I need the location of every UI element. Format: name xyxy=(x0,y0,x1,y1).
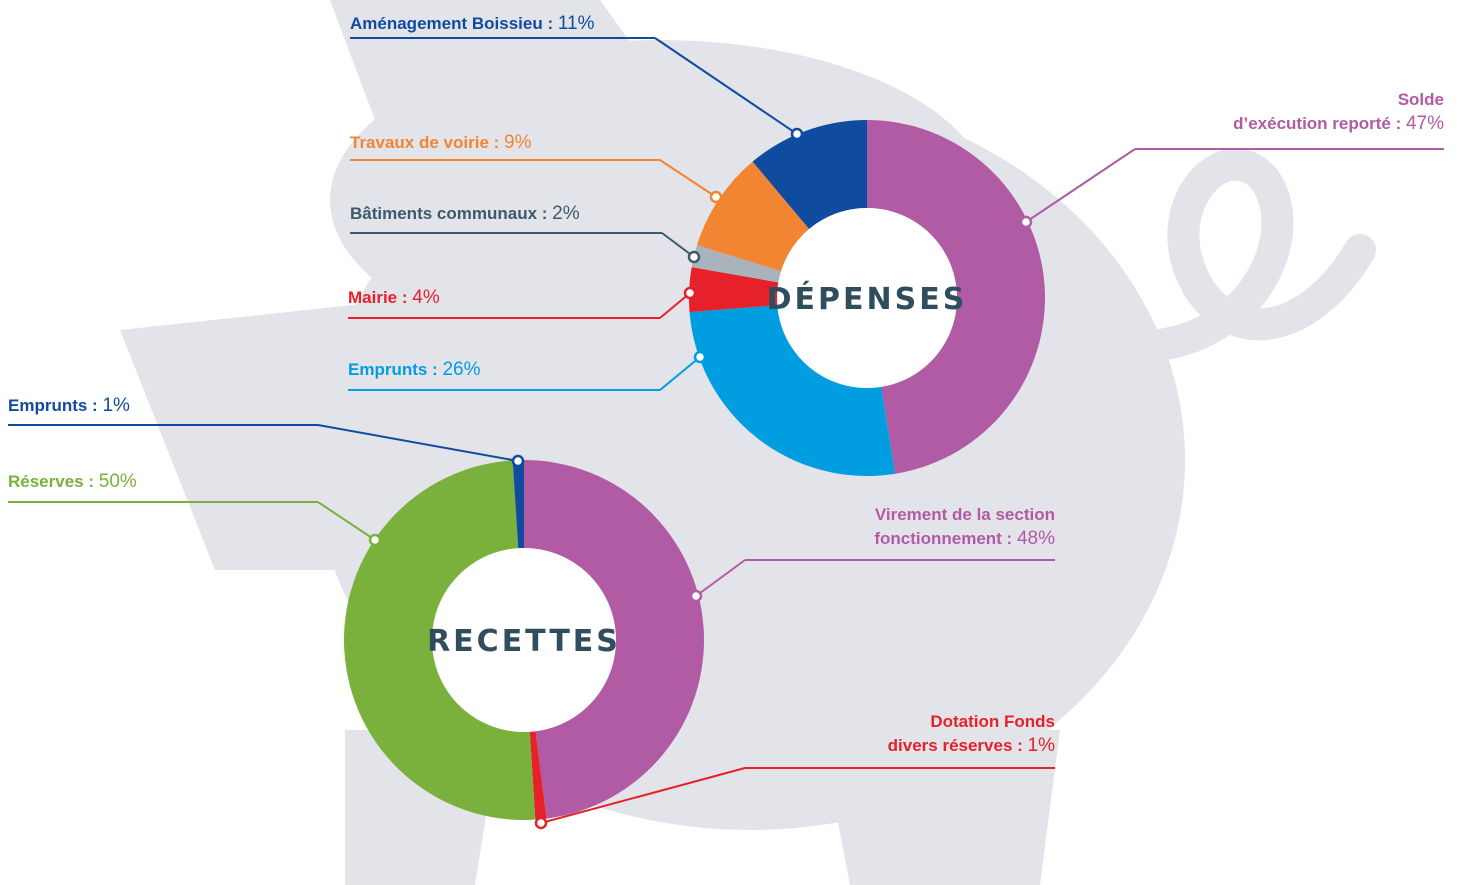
slice-label: Emprunts : 1% xyxy=(8,394,130,418)
category-label: Emprunts : xyxy=(348,360,438,379)
leader-dot xyxy=(792,129,802,139)
value-label: 11% xyxy=(558,13,595,34)
category-label: Mairie : xyxy=(348,288,408,307)
leader-dot xyxy=(536,818,546,828)
category-label: Bâtiments communaux : xyxy=(350,204,547,223)
slice-label: Virement de la section fonctionnement : … xyxy=(874,503,1055,551)
leader-dot xyxy=(711,192,721,202)
value-label: 48% xyxy=(1017,528,1055,549)
value-label: 1% xyxy=(102,395,129,416)
value-label: 1% xyxy=(1028,735,1055,756)
donut-title: DÉPENSES xyxy=(767,281,968,317)
slice-label: Solde d’exécution reporté : 47% xyxy=(1233,88,1444,136)
category-label: Réserves : xyxy=(8,472,94,491)
category-label: Emprunts : xyxy=(8,396,98,415)
slice-label: Emprunts : 26% xyxy=(348,358,481,382)
donut-title: RECETTES xyxy=(427,624,621,659)
leader-dot xyxy=(513,456,523,466)
category-label: Travaux de voirie : xyxy=(350,133,499,152)
leader-dot xyxy=(1021,217,1031,227)
value-label: 9% xyxy=(504,132,531,153)
leader-dot xyxy=(691,591,701,601)
slice-label: Travaux de voirie : 9% xyxy=(350,131,532,155)
value-label: 50% xyxy=(99,471,137,492)
slice-label: Aménagement Boissieu : 11% xyxy=(350,12,594,36)
category-label: Aménagement Boissieu : xyxy=(350,14,553,33)
leader-dot xyxy=(695,352,705,362)
leader-dot xyxy=(689,252,699,262)
leader-dot xyxy=(370,535,380,545)
value-label: 2% xyxy=(552,203,579,224)
page: DÉPENSES RECETTES Solde d’exécution repor… xyxy=(0,0,1462,885)
value-label: 26% xyxy=(442,359,480,380)
leader-line xyxy=(1026,149,1135,222)
slice-label: Bâtiments communaux : 2% xyxy=(350,202,580,226)
slice-label: Dotation Fonds divers réserves : 1% xyxy=(888,710,1055,758)
slice-label: Réserves : 50% xyxy=(8,470,137,494)
slice-label: Mairie : 4% xyxy=(348,286,440,310)
value-label: 47% xyxy=(1406,113,1444,134)
piggy-background xyxy=(120,0,1360,885)
value-label: 4% xyxy=(412,287,439,308)
leader-dot xyxy=(685,288,695,298)
